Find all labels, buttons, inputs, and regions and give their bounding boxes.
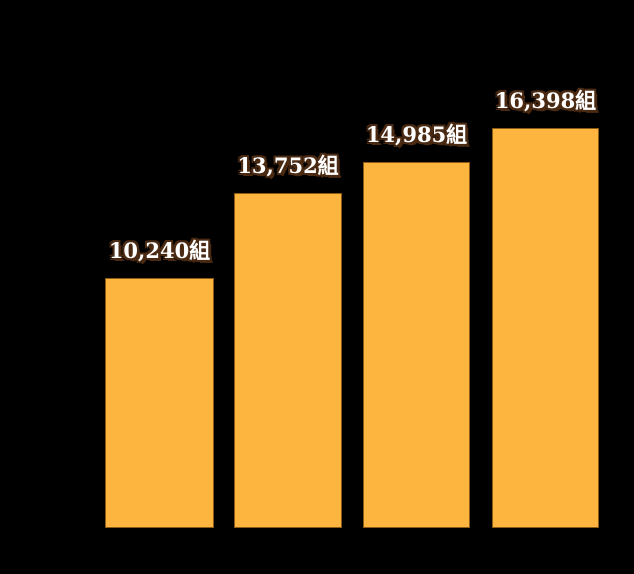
bar-4 — [492, 128, 599, 528]
bar-value-label-1: 10,240組 — [108, 238, 211, 263]
bar-group-4: 16,398組 — [492, 85, 599, 528]
bar-value-label-2: 13,752組 — [237, 153, 339, 178]
bar-2 — [234, 193, 342, 528]
bar-3 — [363, 162, 470, 528]
bar-value-label-3: 14,985組 — [365, 122, 468, 147]
bar-value-label-4: 16,398組 — [494, 88, 597, 113]
bar-group-1: 10,240組 — [105, 235, 214, 528]
bar-group-3: 14,985組 — [363, 119, 470, 528]
bar-group-2: 13,752組 — [234, 150, 342, 528]
bar-1 — [105, 278, 214, 528]
